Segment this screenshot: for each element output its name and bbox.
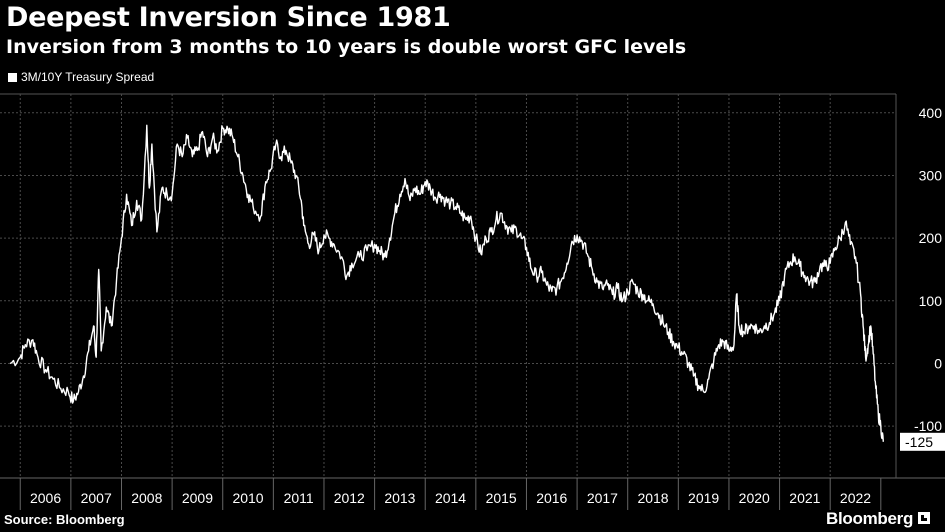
x-tick-label: 2010 (232, 490, 263, 506)
y-tick-label: 200 (919, 230, 943, 246)
y-tick-label: 300 (919, 167, 943, 183)
last-value-box (900, 432, 945, 451)
legend: 3M/10Y Treasury Spread (8, 70, 154, 84)
x-tick-label: 2017 (587, 490, 618, 506)
x-tick-label: 2020 (739, 490, 770, 506)
x-tick-label: 2008 (131, 490, 162, 506)
bloomberg-mark-icon (918, 512, 930, 524)
y-tick-label: 400 (919, 105, 943, 121)
last-value-label: -125 (905, 434, 933, 450)
x-tick-label: 2013 (384, 490, 415, 506)
y-tick-label: -100 (914, 418, 942, 434)
last-value-marker: -125 (900, 432, 945, 451)
x-tick-label: 2016 (536, 490, 567, 506)
y-tick-label: 100 (919, 293, 943, 309)
gridlines (0, 93, 945, 510)
chart-subtitle: Inversion from 3 months to 10 years is d… (6, 36, 687, 58)
x-tick-label: 2022 (840, 490, 871, 506)
x-tick-label: 2011 (284, 490, 314, 506)
series-line (9, 124, 884, 442)
source-note: Source: Bloomberg (4, 512, 125, 527)
x-tick-label: 2007 (81, 490, 112, 506)
x-tick-label: 2015 (486, 490, 517, 506)
x-axis: 2006 2007 2008 2009 2010 2011 2012 2013 2014 2015… (30, 490, 871, 506)
legend-swatch (8, 72, 17, 82)
legend-label: 3M/10Y Treasury Spread (21, 70, 155, 84)
y-axis: 400 300 200 100 0 -100 (914, 105, 942, 434)
x-tick-label: 2006 (30, 490, 61, 506)
x-tick-label: 2014 (435, 490, 466, 506)
x-tick-label: 2009 (182, 490, 213, 506)
x-tick-label: 2019 (688, 490, 719, 506)
x-tick-label: 2021 (789, 490, 820, 506)
x-tick-label: 2012 (334, 490, 365, 506)
series-layer (9, 124, 884, 442)
chart-title: Deepest Inversion Since 1981 (6, 2, 451, 33)
x-tick-label: 2018 (637, 490, 668, 506)
brand-logo: Bloomberg (826, 509, 914, 528)
y-tick-label: 0 (934, 355, 942, 371)
